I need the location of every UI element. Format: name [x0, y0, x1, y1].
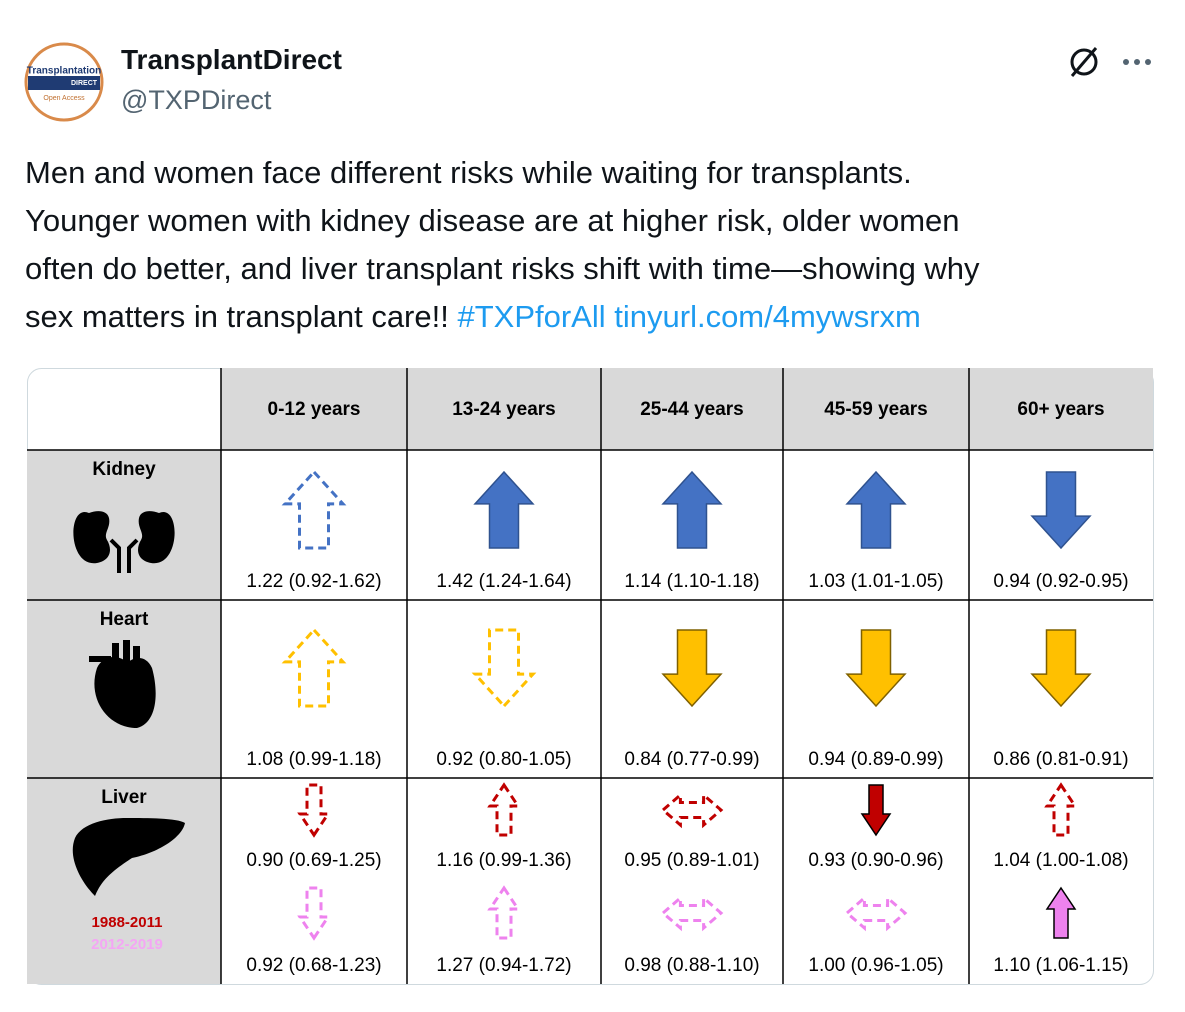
- arrow: [487, 782, 521, 837]
- arrow: [661, 629, 723, 708]
- tweet-line: sex matters in transplant care!! #TXPfor…: [25, 299, 921, 335]
- row-label: Heart: [100, 609, 149, 630]
- table-image[interactable]: 0-12 years 13-24 years 25-44 years 45-59 ye…: [27, 368, 1154, 985]
- column-header: 25-44 years: [640, 399, 744, 420]
- kidney-icon: [73, 511, 175, 573]
- arrow: [281, 627, 347, 708]
- cell-value: 1.16 (0.99-1.36): [436, 850, 571, 871]
- column-header: 13-24 years: [452, 399, 556, 420]
- arrow: [845, 470, 907, 549]
- column-header: 60+ years: [1017, 399, 1104, 420]
- cell-value: 0.90 (0.69-1.25): [246, 850, 381, 871]
- cell-value: 1.03 (1.01-1.05): [808, 571, 943, 592]
- cell-value: 1.00 (0.96-1.05): [808, 955, 943, 976]
- arrow: [1045, 886, 1077, 939]
- legend-period: 1988-2011: [92, 914, 163, 931]
- cell-value: 1.10 (1.06-1.15): [993, 955, 1128, 976]
- heart-icon: [89, 640, 156, 728]
- row-label: Liver: [101, 787, 147, 808]
- cell-value: 0.86 (0.81-0.91): [993, 749, 1128, 770]
- cell-value: 0.92 (0.80-1.05): [436, 749, 571, 770]
- avatar-text: Open Access: [43, 95, 85, 102]
- arrow: [297, 783, 331, 838]
- arrow: [660, 791, 724, 829]
- cell-value: 0.92 (0.68-1.23): [246, 955, 381, 976]
- arrow: [473, 470, 535, 549]
- hashtag[interactable]: #TXPforAll: [457, 299, 606, 334]
- row-label: Kidney: [92, 459, 156, 480]
- table-grid: [27, 368, 1153, 984]
- link[interactable]: tinyurl.com/4mywsrxm: [614, 299, 921, 334]
- avatar-band: [28, 76, 100, 90]
- arrow: [860, 784, 892, 837]
- tweet-line: Men and women face different risks while…: [25, 155, 912, 190]
- arrow: [1044, 782, 1078, 837]
- arrow: [1030, 471, 1092, 550]
- account-handle[interactable]: @TXPDirect: [121, 85, 272, 115]
- cell-value: 0.94 (0.89-0.99): [808, 749, 943, 770]
- arrow: [844, 894, 908, 932]
- arrow: [1030, 629, 1092, 708]
- avatar-text: DIRECT: [71, 80, 98, 87]
- liver-icon: [72, 818, 185, 896]
- cell-value: 0.93 (0.90-0.96): [808, 850, 943, 871]
- legend-period: 2012-2019: [91, 936, 163, 953]
- more-button[interactable]: [1123, 59, 1151, 65]
- avatar-text: Transplantation: [27, 66, 101, 77]
- arrow: [845, 629, 907, 708]
- arrow: [661, 470, 723, 549]
- account-name[interactable]: TransplantDirect: [121, 44, 342, 75]
- arrow: [281, 469, 347, 550]
- cell-value: 1.04 (1.00-1.08): [993, 850, 1128, 871]
- cell-value: 0.98 (0.88-1.10): [624, 955, 759, 976]
- arrow: [660, 894, 724, 932]
- tweet-line: sex matters in transplant care!!: [25, 299, 449, 334]
- cell-value: 1.14 (1.10-1.18): [624, 571, 759, 592]
- cell-value: 0.94 (0.92-0.95): [993, 571, 1128, 592]
- tweet-line: often do better, and liver transplant ri…: [25, 251, 980, 286]
- avatar[interactable]: Transplantation DIRECT Open Access: [24, 42, 104, 122]
- cell-value: 1.42 (1.24-1.64): [436, 571, 571, 592]
- arrow: [297, 886, 331, 941]
- arrow: [471, 628, 537, 709]
- header-icons: [1070, 47, 1151, 77]
- grok-icon[interactable]: [1070, 47, 1098, 77]
- cell-value: 1.27 (0.94-1.72): [436, 955, 571, 976]
- cell-value: 1.08 (0.99-1.18): [246, 749, 381, 770]
- header-bg: [221, 368, 1153, 450]
- arrow: [487, 885, 521, 940]
- cell-value: 0.84 (0.77-0.99): [624, 749, 759, 770]
- tweet-line: Younger women with kidney disease are at…: [25, 203, 960, 238]
- cell-value: 0.95 (0.89-1.01): [624, 850, 759, 871]
- cell-value: 1.22 (0.92-1.62): [246, 571, 381, 592]
- column-header: 45-59 years: [824, 399, 928, 420]
- column-header: 0-12 years: [268, 399, 361, 420]
